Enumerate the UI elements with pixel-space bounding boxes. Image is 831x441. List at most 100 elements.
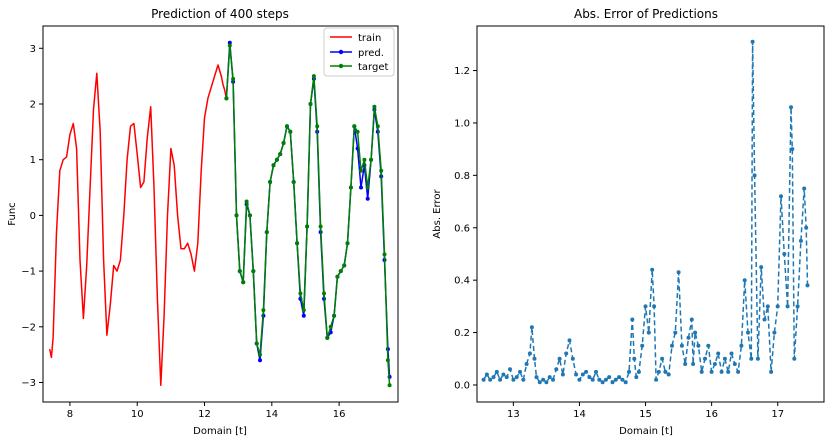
error-series-error-point	[554, 367, 559, 372]
error-ytick-label: 0.0	[454, 380, 470, 391]
error-series-error-point	[610, 380, 615, 385]
error-series-error-point	[620, 377, 625, 382]
error-series-error-point	[560, 372, 565, 377]
error-series-error-point	[792, 356, 797, 361]
prediction-series-target-point	[271, 163, 276, 168]
error-series-error-point	[532, 356, 537, 361]
prediction-series-pred-point	[301, 313, 306, 318]
legend-label-train: train	[358, 33, 381, 44]
error-series-error-point	[587, 375, 592, 380]
error-series-error-point	[623, 380, 628, 385]
error-series-error-point	[676, 270, 681, 275]
prediction-series-target-point	[315, 124, 320, 129]
error-series-error-point	[529, 325, 534, 330]
error-series-error-point	[703, 356, 707, 361]
error-series-error-point	[574, 372, 579, 377]
error-ytick-label: 0.2	[454, 328, 470, 339]
prediction-series-target-point	[281, 141, 286, 145]
prediction-series-target-point	[311, 74, 316, 79]
error-series-error-point	[547, 375, 552, 380]
error-series-error-point	[686, 335, 691, 340]
error-series-error-point	[590, 377, 595, 382]
error-series-error-point	[762, 317, 767, 322]
prediction-series-target-point	[291, 180, 296, 184]
error-plot-area	[476, 25, 825, 403]
prediction-series-train-line	[48, 64, 228, 387]
prediction-series-target-point	[348, 185, 353, 190]
prediction-series-target-point	[332, 313, 337, 318]
prediction-panel: Prediction of 400 steps Domain [t] Func …	[7, 7, 399, 437]
error-ylabel: Abs. Error	[432, 189, 443, 239]
prediction-ylabel: Func	[7, 202, 18, 225]
prediction-series-pred-point	[258, 358, 262, 363]
error-series-error-point	[577, 377, 582, 382]
prediction-series-target-point	[285, 124, 289, 129]
error-series-error-point	[617, 375, 622, 380]
error-series-error-line	[482, 40, 809, 384]
error-series-error-point	[551, 377, 555, 382]
prediction-series-pred-point	[227, 40, 232, 45]
prediction-series-target-point	[345, 241, 350, 246]
error-series-error-point	[481, 377, 486, 382]
prediction-series-target-point	[274, 157, 279, 162]
error-series-error-point	[524, 362, 529, 366]
error-series-error-point	[716, 351, 721, 356]
error-series-error-point	[785, 304, 790, 309]
error-xtick-label: 17	[771, 409, 784, 420]
error-series-error-point	[732, 362, 737, 366]
error-series-error-point	[511, 377, 516, 382]
error-series-error-point	[683, 362, 688, 366]
error-series-error-point	[709, 369, 714, 374]
error-ytick-label: 1.0	[454, 118, 470, 129]
error-series-error-point	[527, 351, 532, 356]
prediction-series-target-point	[355, 129, 360, 134]
legend-entry-pred: pred.	[330, 48, 384, 59]
error-series-error-point	[779, 194, 783, 199]
prediction-ytick-label: 1	[30, 155, 36, 166]
error-series-error-point	[643, 304, 648, 309]
error-title: Abs. Error of Predictions	[574, 7, 718, 21]
error-series-error-point	[699, 369, 704, 374]
error-series-error-point	[634, 375, 639, 380]
prediction-series-target-point	[325, 335, 330, 340]
error-series-error-point	[673, 330, 678, 335]
prediction-ytick-label: 0	[30, 211, 36, 222]
error-series-error-point	[746, 330, 750, 335]
legend-label-target: target	[358, 62, 388, 73]
prediction-series-target-point	[335, 274, 340, 279]
prediction-series-target-point	[261, 308, 266, 313]
error-series-error-point	[594, 369, 598, 374]
prediction-xlabel: Domain [t]	[193, 426, 247, 437]
error-series-error-point	[729, 351, 734, 356]
error-series-error-point	[600, 380, 605, 385]
error-series-error-point	[597, 377, 602, 382]
error-axis-ticks: 13 14 15 16 17 0.0 0.2 0.4 0.6 0.8 1.0 1.2	[454, 66, 784, 420]
legend-entry-train: train	[330, 33, 381, 44]
error-series-error-point	[504, 375, 509, 380]
error-series-error-point	[514, 375, 519, 380]
error-series-error-point	[652, 304, 657, 309]
prediction-series-target-point	[241, 280, 246, 285]
error-series-error-point	[603, 377, 608, 382]
error-series-error-point	[755, 356, 760, 361]
error-series-error-point	[739, 343, 744, 348]
prediction-series-target-point	[379, 168, 384, 173]
error-series-error-point	[518, 369, 522, 374]
prediction-series-target-point	[352, 124, 357, 129]
error-xlabel: Domain [t]	[619, 426, 673, 437]
prediction-series-target-point	[251, 269, 256, 274]
prediction-series-target-point	[362, 157, 367, 162]
prediction-series-target-point	[301, 308, 306, 313]
prediction-series-target-point	[227, 43, 232, 48]
error-xtick-label: 14	[573, 409, 586, 420]
error-series-error-point	[646, 330, 651, 335]
prediction-series-target-point	[244, 199, 249, 204]
error-series-error-point	[752, 173, 757, 178]
error-series-error-point	[742, 278, 747, 283]
prediction-ytick-label: 3	[30, 44, 36, 55]
error-series-error-point	[790, 147, 795, 152]
error-series-error-point	[795, 304, 800, 309]
prediction-series-target-point	[372, 104, 377, 109]
error-series-error-point	[557, 356, 562, 361]
error-series-error-point	[772, 330, 777, 335]
